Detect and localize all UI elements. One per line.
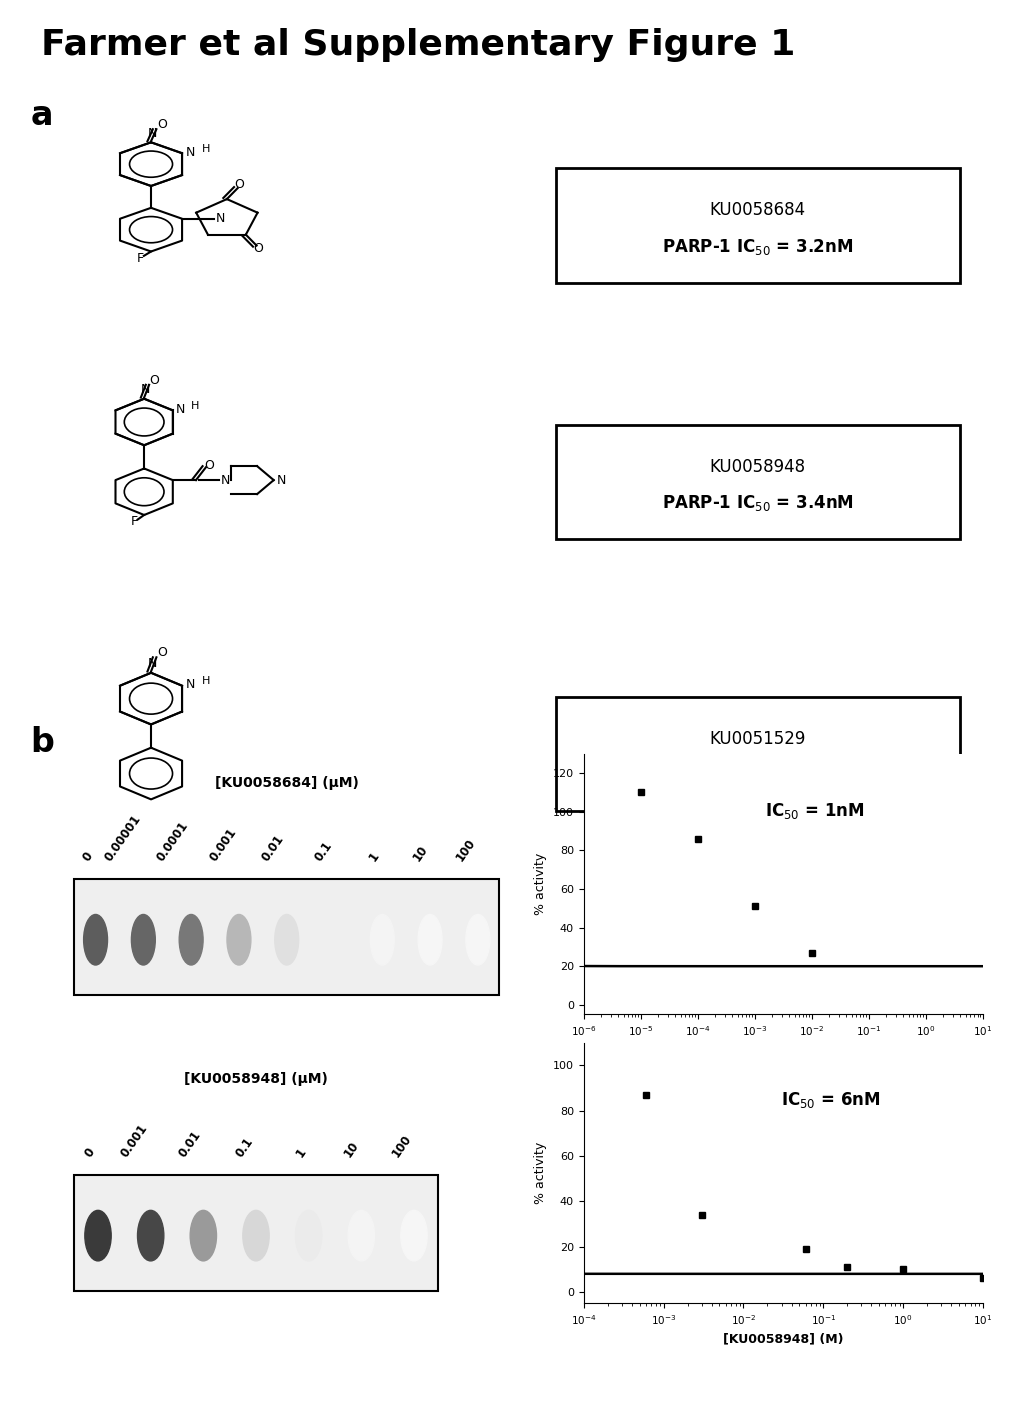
Text: 1: 1 — [367, 850, 382, 864]
Circle shape — [400, 1210, 427, 1261]
Circle shape — [348, 1210, 375, 1261]
Text: IC$_{50}$ = 6nM: IC$_{50}$ = 6nM — [781, 1091, 882, 1110]
Text: 0.001: 0.001 — [207, 826, 239, 864]
Text: KU0058684: KU0058684 — [710, 201, 806, 220]
Text: N: N — [185, 678, 195, 690]
Text: IC$_{50}$ = 1nM: IC$_{50}$ = 1nM — [765, 802, 865, 821]
Text: N: N — [216, 213, 225, 225]
Circle shape — [85, 1210, 112, 1261]
Text: 0.01: 0.01 — [259, 833, 287, 864]
Text: O: O — [157, 645, 167, 658]
X-axis label: [KU0058948] (M): [KU0058948] (M) — [723, 1333, 844, 1346]
Text: O: O — [254, 242, 263, 255]
Text: 100: 100 — [389, 1133, 414, 1160]
Circle shape — [274, 914, 299, 965]
FancyBboxPatch shape — [556, 426, 959, 538]
Text: b: b — [31, 726, 54, 758]
Text: O: O — [150, 373, 159, 386]
Text: H: H — [202, 675, 210, 686]
Text: N: N — [141, 383, 151, 396]
Circle shape — [323, 914, 346, 965]
Circle shape — [227, 914, 251, 965]
Circle shape — [190, 1210, 216, 1261]
Text: 100: 100 — [454, 837, 478, 864]
Text: N: N — [148, 657, 158, 671]
X-axis label: [KU0058684] (M): [KU0058684] (M) — [723, 1044, 844, 1057]
Text: Farmer et al Supplementary Figure 1: Farmer et al Supplementary Figure 1 — [41, 28, 796, 62]
Text: 0.01: 0.01 — [176, 1129, 204, 1160]
Text: 0.00001: 0.00001 — [102, 813, 143, 864]
Text: 10: 10 — [341, 1138, 361, 1160]
Text: 10: 10 — [410, 843, 430, 864]
Text: PARP-1 IC$_{50}$ = 3.4nM: PARP-1 IC$_{50}$ = 3.4nM — [662, 493, 854, 513]
Circle shape — [131, 914, 156, 965]
Text: PARP-1 IC$_{50}$ = 3.2nM: PARP-1 IC$_{50}$ = 3.2nM — [663, 237, 853, 256]
Text: 0.1: 0.1 — [233, 1136, 256, 1160]
Text: N: N — [185, 145, 195, 159]
Bar — [74, 879, 500, 995]
Circle shape — [137, 1210, 164, 1261]
Circle shape — [466, 914, 489, 965]
Text: 0.0001: 0.0001 — [155, 820, 191, 864]
Text: 0.001: 0.001 — [119, 1122, 151, 1160]
Text: N: N — [278, 473, 287, 486]
Circle shape — [371, 914, 394, 965]
Text: O: O — [157, 118, 167, 131]
FancyBboxPatch shape — [556, 696, 959, 812]
Text: KU0051529: KU0051529 — [710, 730, 806, 748]
Y-axis label: % activity: % activity — [535, 852, 547, 916]
Circle shape — [179, 914, 203, 965]
Text: a: a — [31, 99, 53, 131]
Text: 0.1: 0.1 — [312, 840, 335, 864]
FancyBboxPatch shape — [556, 169, 959, 282]
Circle shape — [418, 914, 442, 965]
Y-axis label: % activity: % activity — [535, 1141, 548, 1205]
Text: [KU0058684] (µM): [KU0058684] (µM) — [215, 776, 358, 790]
Circle shape — [84, 914, 108, 965]
Circle shape — [296, 1210, 322, 1261]
Text: N: N — [221, 473, 230, 486]
Text: 0: 0 — [83, 1146, 98, 1160]
Text: F: F — [137, 252, 143, 265]
Text: KU0058948: KU0058948 — [710, 458, 806, 476]
Text: N: N — [148, 127, 158, 139]
Text: F: F — [131, 516, 138, 528]
Text: PARP-1 IC$_{50}$ = 730nM: PARP-1 IC$_{50}$ = 730nM — [659, 765, 856, 785]
Text: O: O — [234, 179, 245, 192]
Text: O: O — [204, 458, 214, 472]
Text: N: N — [176, 403, 185, 416]
Text: H: H — [191, 400, 200, 410]
Bar — [75, 1175, 437, 1291]
Text: 0: 0 — [80, 850, 95, 864]
Text: [KU0058948] (µM): [KU0058948] (µM) — [184, 1072, 328, 1086]
Text: H: H — [202, 144, 210, 154]
Circle shape — [243, 1210, 269, 1261]
Text: 1: 1 — [293, 1146, 308, 1160]
